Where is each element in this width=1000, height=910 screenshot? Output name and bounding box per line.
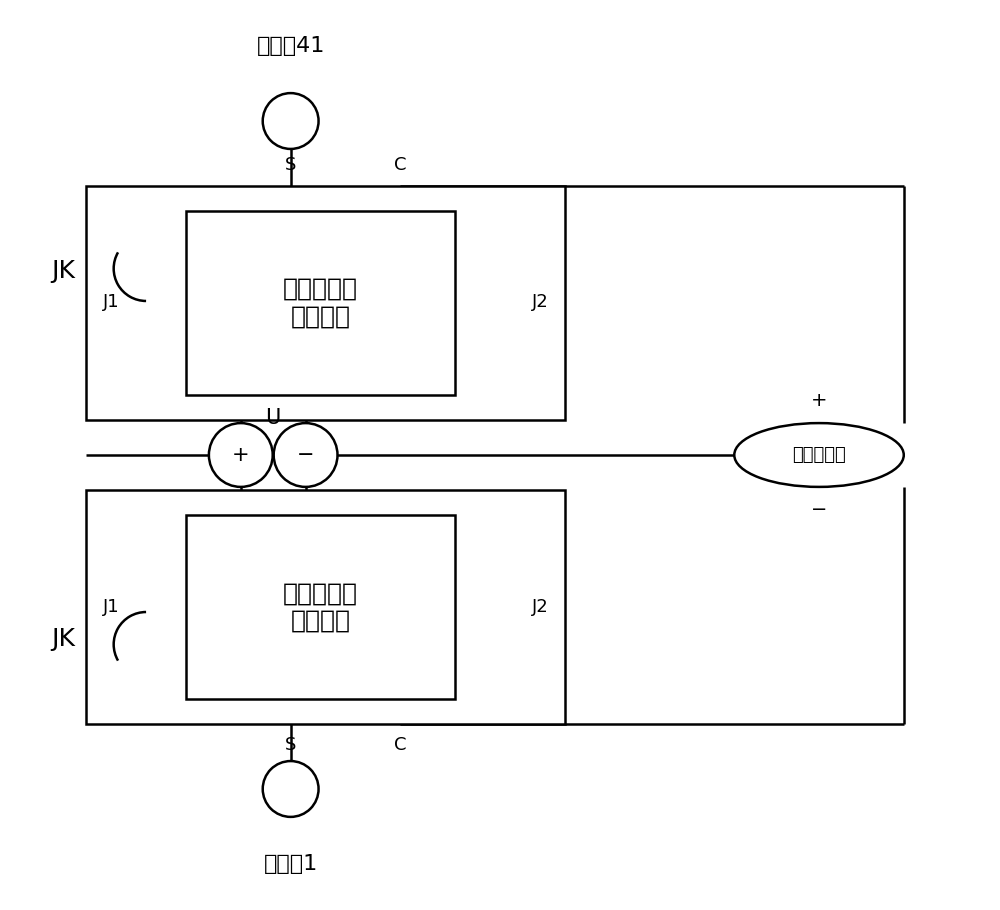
Text: J2: J2 [532, 598, 548, 615]
Text: −: − [297, 445, 314, 465]
Text: JK: JK [51, 258, 75, 283]
Text: C: C [394, 156, 407, 174]
Ellipse shape [734, 423, 904, 487]
Text: J2: J2 [532, 293, 548, 311]
Text: 电动伸缩杆: 电动伸缩杆 [792, 446, 846, 464]
Text: S: S [285, 156, 296, 174]
Text: 高电平触发
式继电器: 高电平触发 式继电器 [283, 581, 358, 633]
Text: U: U [265, 408, 280, 428]
Circle shape [263, 761, 319, 817]
Bar [86, 490, 565, 724]
Bar [186, 515, 455, 699]
Text: −: − [811, 501, 827, 520]
Bar [86, 186, 565, 420]
Text: S: S [285, 736, 296, 754]
Circle shape [274, 423, 337, 487]
Text: J1: J1 [103, 293, 120, 311]
Text: 单片机41: 单片机41 [256, 36, 325, 56]
Text: +: + [811, 390, 827, 410]
Bar [186, 211, 455, 395]
Circle shape [263, 93, 319, 149]
Text: JK: JK [51, 627, 75, 652]
Text: C: C [394, 736, 407, 754]
Text: J1: J1 [103, 598, 120, 615]
Text: 单片机1: 单片机1 [264, 854, 318, 874]
Text: +: + [232, 445, 250, 465]
Circle shape [209, 423, 273, 487]
Text: 高电平触发
式继电器: 高电平触发 式继电器 [283, 277, 358, 329]
